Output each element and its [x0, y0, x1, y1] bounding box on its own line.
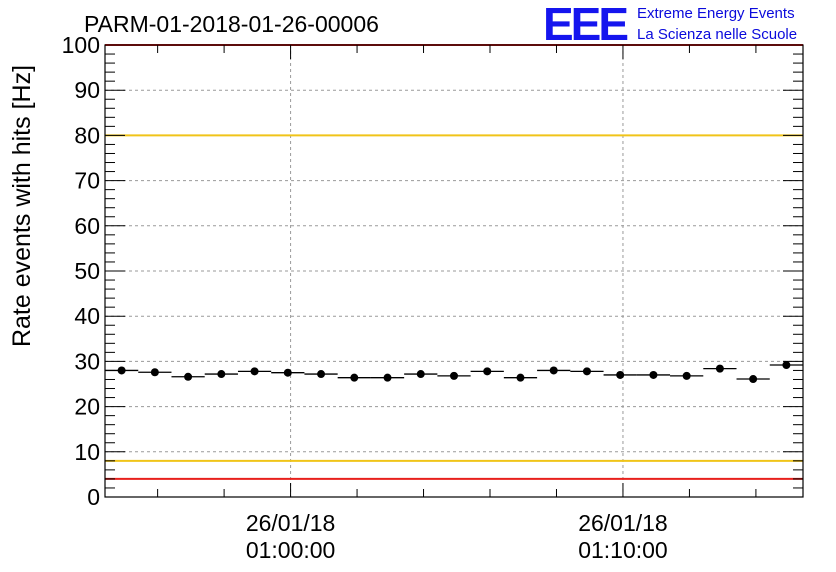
data-point: [582, 367, 591, 376]
data-point: [416, 370, 425, 379]
data-point: [150, 368, 159, 377]
data-points: [105, 361, 803, 384]
data-point: [450, 371, 458, 380]
y-tick-labels: 0 10 20 30 40 50 60 70 80 90 100: [62, 32, 100, 510]
y-tick-label: 70: [74, 168, 100, 194]
eee-logo: EEE Extreme Energy Events La Scienza nel…: [543, 0, 797, 50]
y-tick-label: 60: [74, 213, 100, 239]
data-point: [682, 371, 691, 380]
y-tick-label: 50: [74, 258, 100, 284]
eee-logo-line2: La Scienza nelle Scuole: [637, 26, 797, 43]
data-point: [715, 364, 724, 373]
data-point: [782, 361, 791, 370]
data-point: [549, 366, 558, 375]
y-tick-label: 80: [74, 122, 100, 148]
data-point: [317, 370, 326, 379]
chart-title: PARM-01-2018-01-26-00006: [84, 11, 379, 37]
y-tick-label: 90: [74, 77, 100, 103]
y-tick-label: 30: [74, 348, 100, 374]
y-axis-title: Rate events with hits [Hz]: [8, 65, 36, 347]
y-tick-label: 40: [74, 303, 100, 329]
y-tick-label: 100: [62, 32, 100, 58]
data-point: [117, 366, 126, 375]
data-point: [250, 367, 259, 376]
eee-logo-mark: EEE: [543, 0, 627, 50]
eee-logo-line1: Extreme Energy Events: [637, 5, 795, 22]
data-point: [350, 373, 359, 382]
data-point: [649, 370, 658, 379]
x-tick-label-time: 01:00:00: [246, 537, 336, 563]
x-tick-label-time: 01:10:00: [578, 537, 668, 563]
plot-frame: [104, 44, 804, 498]
data-point: [749, 375, 758, 384]
y-tick-label: 10: [74, 439, 100, 465]
data-point: [483, 367, 492, 376]
x-tick-label-date: 26/01/18: [246, 510, 336, 536]
data-point: [383, 373, 392, 382]
data-point: [616, 370, 625, 379]
data-point: [283, 368, 292, 377]
data-point: [184, 372, 193, 381]
y-tick-label: 0: [87, 484, 100, 510]
data-point: [217, 370, 226, 379]
data-point: [516, 373, 525, 382]
x-tick-label-date: 26/01/18: [578, 510, 668, 536]
y-tick-label: 20: [74, 394, 100, 420]
